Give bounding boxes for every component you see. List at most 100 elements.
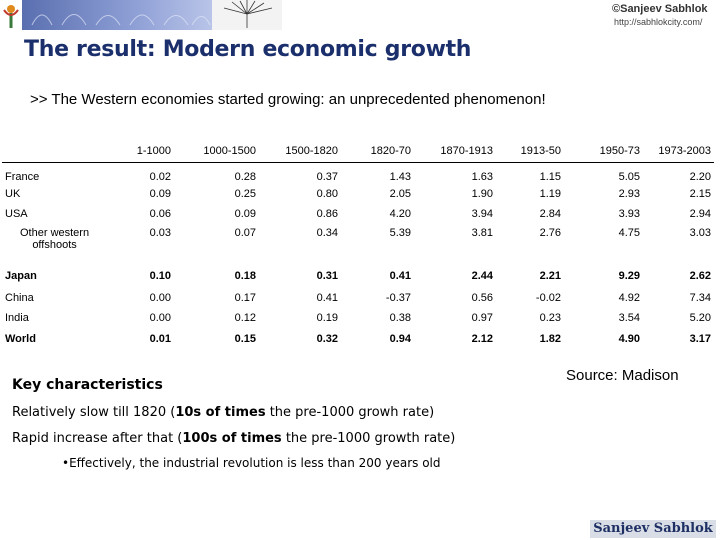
table-cell: 3.17 bbox=[689, 333, 711, 345]
table-cell: 1.82 bbox=[539, 333, 561, 345]
column-header: 1913-50 bbox=[520, 145, 561, 157]
note-emphasis: 10s of times bbox=[175, 405, 266, 420]
table-cell: 3.03 bbox=[689, 227, 711, 239]
table-cell: 3.94 bbox=[471, 208, 493, 220]
table-cell: 2.44 bbox=[471, 270, 493, 282]
column-header: 1000-1500 bbox=[203, 145, 256, 157]
column-header: 1973-2003 bbox=[658, 145, 711, 157]
table-cell: 0.07 bbox=[234, 227, 256, 239]
table-cell: 2.12 bbox=[471, 333, 493, 345]
table-cell: 0.37 bbox=[316, 171, 338, 183]
table-cell: 5.05 bbox=[618, 171, 640, 183]
growth-table: 1-1000 1000-1500 1500-1820 1820-70 1870-… bbox=[8, 140, 716, 355]
table-cell: 0.09 bbox=[149, 188, 171, 200]
table-cell: 3.81 bbox=[471, 227, 493, 239]
table-cell: 2.84 bbox=[539, 208, 561, 220]
bullet-note: •Effectively, the industrial revolution … bbox=[62, 456, 441, 470]
table-cell: 9.29 bbox=[618, 270, 640, 282]
column-header: 1-1000 bbox=[136, 145, 171, 157]
slide-subtitle: >> The Western economies started growing… bbox=[30, 91, 546, 108]
column-header: 1950-73 bbox=[599, 145, 640, 157]
table-cell: 2.20 bbox=[689, 171, 711, 183]
copyright-text: ©Sanjeev Sabhlok bbox=[612, 3, 708, 15]
table-divider bbox=[2, 162, 714, 163]
table-cell: 1.90 bbox=[471, 188, 493, 200]
row-label-india: India bbox=[5, 312, 29, 324]
slide-title: The result: Modern economic growth bbox=[24, 37, 472, 62]
table-cell: 0.34 bbox=[316, 227, 338, 239]
table-cell: -0.37 bbox=[385, 292, 411, 304]
table-cell: 2.93 bbox=[618, 188, 640, 200]
table-cell: 1.15 bbox=[539, 171, 561, 183]
table-cell: 7.34 bbox=[689, 292, 711, 304]
table-cell: 0.00 bbox=[149, 292, 171, 304]
table-cell: 0.19 bbox=[316, 312, 338, 324]
table-cell: 0.18 bbox=[234, 270, 256, 282]
table-cell: 4.75 bbox=[618, 227, 640, 239]
table-cell: 0.86 bbox=[316, 208, 338, 220]
table-cell: 0.32 bbox=[316, 333, 338, 345]
table-cell: 3.93 bbox=[618, 208, 640, 220]
note-text: the pre-1000 growh rate) bbox=[265, 405, 435, 420]
table-cell: 0.28 bbox=[234, 171, 256, 183]
table-cell: 2.15 bbox=[689, 188, 711, 200]
column-header: 1820-70 bbox=[370, 145, 411, 157]
table-cell: 1.43 bbox=[389, 171, 411, 183]
table-cell: 0.17 bbox=[234, 292, 256, 304]
table-cell: 0.23 bbox=[539, 312, 561, 324]
header-banner bbox=[22, 0, 212, 30]
note-line-1: Relatively slow till 1820 (10s of times … bbox=[12, 405, 434, 420]
note-emphasis: 100s of times bbox=[182, 431, 282, 446]
table-cell: 2.76 bbox=[539, 227, 561, 239]
table-cell: 2.21 bbox=[539, 270, 561, 282]
table-cell: 0.41 bbox=[316, 292, 338, 304]
table-cell: 0.02 bbox=[149, 171, 171, 183]
table-cell: 0.56 bbox=[471, 292, 493, 304]
column-header: 1870-1913 bbox=[440, 145, 493, 157]
signature-logo: Sanjeev Sabhlok bbox=[590, 520, 716, 538]
table-cell: 0.10 bbox=[149, 270, 171, 282]
table-cell: 0.06 bbox=[149, 208, 171, 220]
note-text: Rapid increase after that ( bbox=[12, 431, 183, 446]
row-label-uk: UK bbox=[5, 188, 21, 200]
table-cell: 0.94 bbox=[389, 333, 411, 345]
row-label-line: Other western bbox=[20, 227, 90, 239]
row-label-france: France bbox=[5, 171, 40, 183]
table-cell: 0.25 bbox=[234, 188, 256, 200]
table-cell: 0.38 bbox=[389, 312, 411, 324]
row-label-japan: Japan bbox=[5, 270, 37, 282]
row-label-china: China bbox=[5, 292, 34, 304]
table-cell: 2.94 bbox=[689, 208, 711, 220]
table-cell: 0.12 bbox=[234, 312, 256, 324]
row-label-other-western: Other western offshoots bbox=[20, 227, 89, 251]
table-cell: 4.92 bbox=[618, 292, 640, 304]
table-cell: 0.03 bbox=[149, 227, 171, 239]
table-cell: 5.39 bbox=[389, 227, 411, 239]
source-citation: Source: Madison bbox=[566, 367, 679, 384]
table-cell: 0.97 bbox=[471, 312, 493, 324]
row-label-usa: USA bbox=[5, 208, 28, 220]
table-cell: 1.19 bbox=[539, 188, 561, 200]
table-cell: 1.63 bbox=[471, 171, 493, 183]
table-cell: 5.20 bbox=[689, 312, 711, 324]
note-text: Relatively slow till 1820 ( bbox=[12, 405, 176, 420]
note-text: the pre-1000 growth rate) bbox=[281, 431, 456, 446]
row-label-world: World bbox=[5, 333, 36, 345]
row-label-line: offshoots bbox=[32, 239, 77, 251]
table-cell: 2.05 bbox=[389, 188, 411, 200]
table-cell: 3.54 bbox=[618, 312, 640, 324]
table-cell: 0.80 bbox=[316, 188, 338, 200]
table-cell: 0.09 bbox=[234, 208, 256, 220]
note-line-2: Rapid increase after that (100s of times… bbox=[12, 431, 455, 446]
logo-icon bbox=[0, 0, 22, 30]
table-cell: 0.00 bbox=[149, 312, 171, 324]
table-cell: 4.20 bbox=[389, 208, 411, 220]
key-characteristics-heading: Key characteristics bbox=[12, 377, 163, 393]
site-url: http://sabhlokcity.com/ bbox=[614, 17, 703, 27]
table-cell: 2.62 bbox=[689, 270, 711, 282]
column-header: 1500-1820 bbox=[285, 145, 338, 157]
table-cell: 4.90 bbox=[618, 333, 640, 345]
table-cell: 0.15 bbox=[234, 333, 256, 345]
table-cell: 0.31 bbox=[316, 270, 338, 282]
table-cell: -0.02 bbox=[535, 292, 561, 304]
